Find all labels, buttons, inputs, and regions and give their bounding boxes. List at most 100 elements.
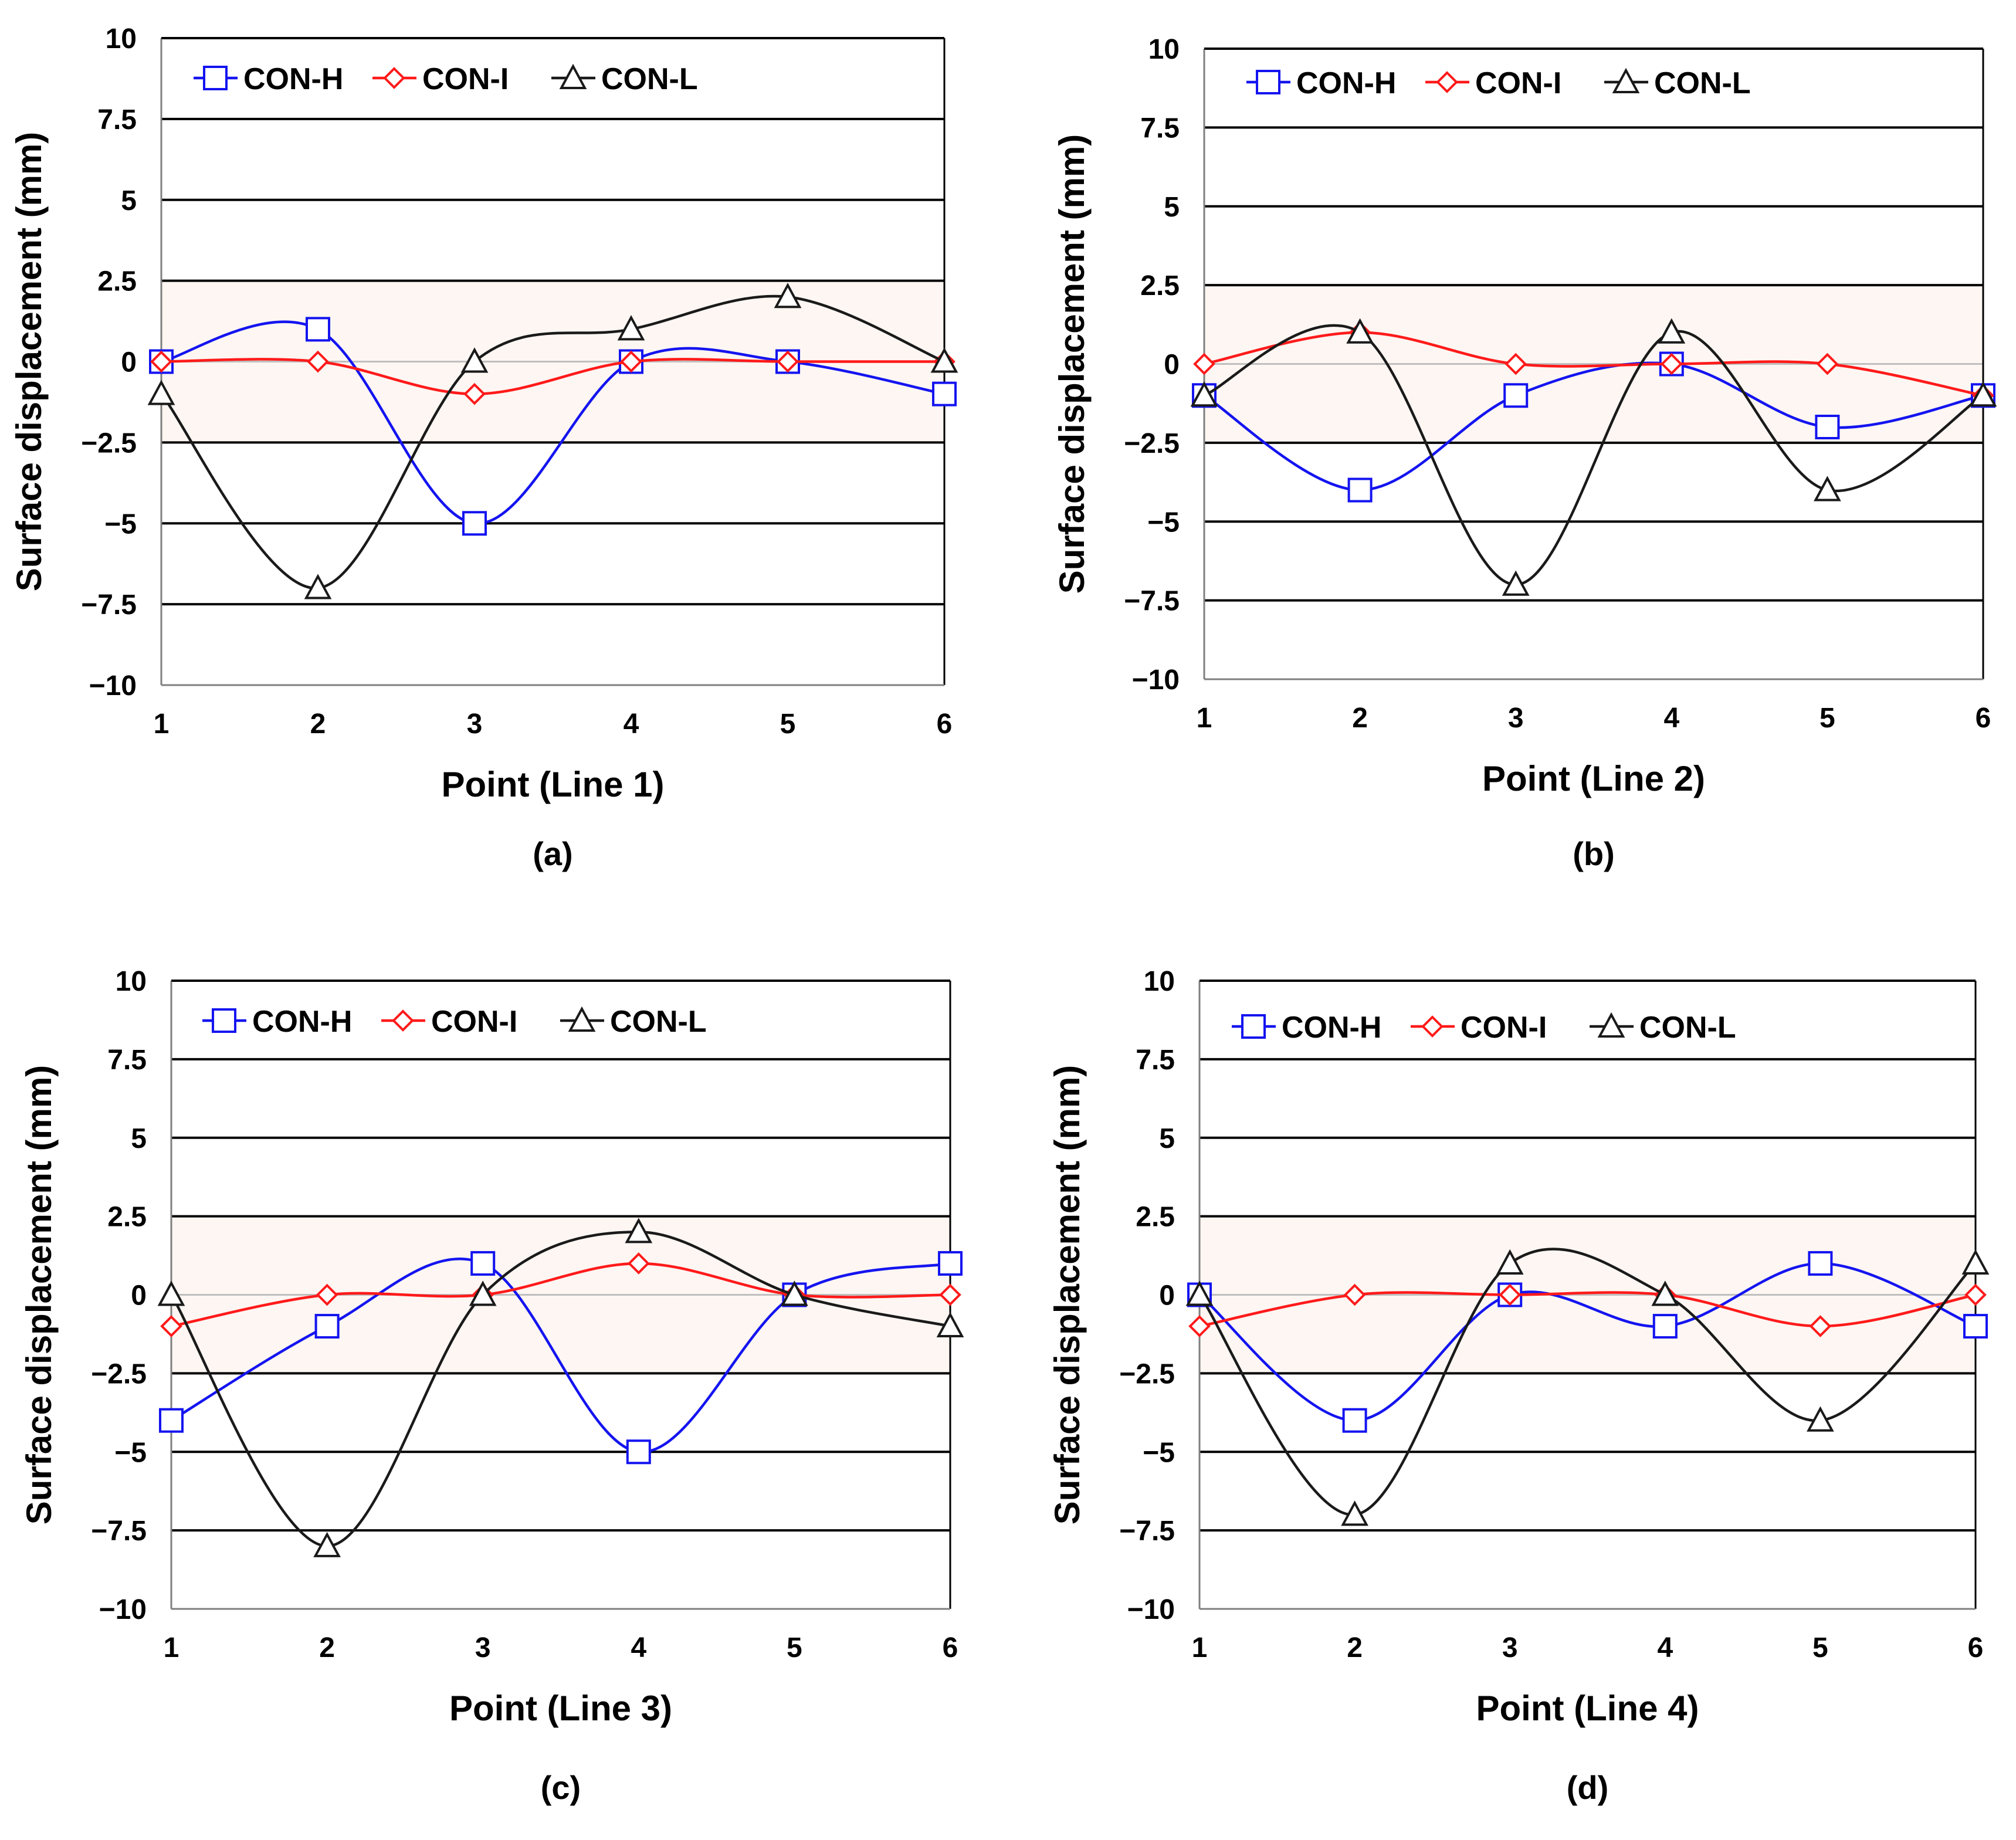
legend-label: CON-H: [243, 62, 343, 96]
x-axis-title: Point (Line 2): [1482, 759, 1705, 798]
legend-label: CON-L: [1654, 66, 1751, 100]
data-point-con-h: [626, 1439, 651, 1465]
legend-marker: [212, 1008, 236, 1033]
series-line-con-h: [1203, 361, 1984, 492]
legend-marker: [1241, 1014, 1266, 1039]
legend-label: CON-I: [1475, 66, 1561, 100]
data-point-con-l: [460, 347, 489, 373]
y-tick-label: −5: [1147, 507, 1180, 538]
legend-item-con-l: CON-L: [551, 62, 698, 96]
y-tick-label: −10: [99, 1594, 147, 1625]
x-tick-label: 4: [631, 1632, 646, 1663]
x-tick-label: 2: [310, 709, 326, 740]
data-point-con-l: [774, 282, 802, 309]
legend-label: CON-I: [431, 1005, 517, 1039]
data-point-con-i: [1188, 1315, 1211, 1337]
data-point-con-h: [1963, 1314, 1988, 1339]
data-point-con-i: [307, 350, 329, 373]
x-tick-label: 4: [624, 709, 639, 740]
data-point-con-h: [462, 511, 487, 536]
legend-item-con-h: CON-H: [1232, 1011, 1381, 1045]
data-point-con-i: [939, 1283, 961, 1306]
series-line-con-i: [1199, 1291, 1976, 1328]
legend-item-con-l: CON-L: [1590, 1011, 1736, 1045]
y-tick-label: −2.5: [1124, 428, 1180, 459]
y-tick-label: −5: [114, 1437, 147, 1468]
series-line-con-i: [161, 358, 944, 395]
y-tick-label: 2.5: [97, 266, 137, 297]
data-point-con-h: [1342, 1408, 1367, 1433]
legend-marker: [1436, 71, 1458, 93]
series-line-con-i: [1204, 331, 1984, 397]
x-tick-label: 4: [1663, 703, 1679, 734]
data-point-con-i: [1193, 353, 1215, 375]
data-point-con-i: [160, 1315, 182, 1337]
data-point-con-l: [625, 1218, 653, 1243]
x-tick-label: 5: [787, 1632, 802, 1663]
data-point-con-l: [157, 1280, 185, 1306]
legend-item-con-i: CON-I: [381, 1005, 517, 1039]
data-point-con-l: [781, 1280, 808, 1306]
x-tick-label: 3: [467, 709, 483, 740]
legend-marker: [392, 1009, 414, 1032]
legend-label: CON-I: [1461, 1011, 1547, 1045]
y-tick-label: 7.5: [1140, 113, 1180, 144]
series-line-con-l: [1198, 1248, 1977, 1516]
data-point-con-l: [1658, 318, 1686, 344]
x-tick-label: 1: [164, 1632, 179, 1663]
y-tick-label: 5: [121, 185, 137, 216]
y-tick-label: −5: [1143, 1437, 1175, 1468]
data-point-con-i: [627, 1252, 650, 1275]
y-tick-label: 2.5: [1140, 270, 1180, 301]
x-tick-label: 6: [943, 1632, 958, 1663]
x-tick-label: 6: [1968, 1632, 1984, 1663]
legend-item-con-i: CON-I: [372, 62, 509, 96]
data-point-con-i: [316, 1283, 338, 1306]
x-tick-label: 3: [475, 1632, 491, 1663]
data-point-con-l: [1496, 1249, 1524, 1275]
x-tick-label: 5: [780, 709, 796, 740]
data-point-con-h: [1808, 1251, 1833, 1276]
x-axis-title: Point (Line 1): [442, 765, 665, 804]
y-tick-label: −10: [1127, 1594, 1175, 1625]
chart-b: −10 −7.5 −5 −2.5 0 2.5 5 7.5 10 1 2 3 4 5 6 Point (Line…: [1052, 34, 1997, 872]
data-point-con-l: [147, 379, 175, 405]
x-axis-title: Point (Line 4): [1476, 1689, 1699, 1728]
data-point-con-h: [314, 1314, 340, 1339]
x-tick-label: 5: [1812, 1632, 1828, 1663]
data-point-con-i: [1964, 1283, 1987, 1306]
data-point-con-i: [150, 350, 172, 373]
y-tick-label: 2.5: [107, 1202, 147, 1233]
legend-item-con-l: CON-L: [560, 1005, 707, 1039]
data-point-con-l: [1814, 476, 1841, 501]
y-tick-label: 0: [131, 1280, 147, 1312]
data-point-con-i: [777, 350, 799, 373]
legend-label: CON-H: [1296, 66, 1396, 100]
y-axis-title: Surface displacement (mm): [19, 1065, 59, 1525]
data-point-con-l: [930, 347, 958, 373]
data-point-con-i: [1505, 353, 1527, 375]
y-tick-label: 0: [1159, 1280, 1175, 1312]
y-tick-label: −2.5: [81, 428, 137, 459]
y-tick-label: −2.5: [1119, 1358, 1175, 1390]
data-point-con-i: [1809, 1315, 1832, 1337]
data-point-con-h: [1815, 415, 1840, 439]
y-axis-title: Surface displacement (mm): [1048, 1065, 1087, 1525]
x-tick-label: 6: [1976, 703, 1991, 734]
y-tick-label: 10: [1144, 966, 1175, 997]
y-tick-label: 0: [1164, 350, 1180, 381]
data-point-con-l: [1651, 1280, 1679, 1306]
legend-marker: [383, 67, 405, 89]
data-point-con-h: [306, 317, 330, 342]
panel-label: (c): [541, 1769, 581, 1806]
legend-label: CON-I: [422, 62, 509, 96]
y-tick-label: 10: [106, 23, 137, 55]
data-point-con-h: [1503, 383, 1529, 408]
data-point-con-i: [1660, 353, 1683, 375]
y-axis-title: Surface displacement (mm): [1052, 134, 1092, 594]
legend-marker: [568, 1006, 596, 1032]
chart-d: −10 −7.5 −5 −2.5 0 2.5 5 7.5 10 1 2 3 4 5 6 Point (Line…: [1048, 966, 1990, 1806]
panel-label: (d): [1567, 1769, 1609, 1806]
data-point-con-l: [313, 1531, 341, 1557]
